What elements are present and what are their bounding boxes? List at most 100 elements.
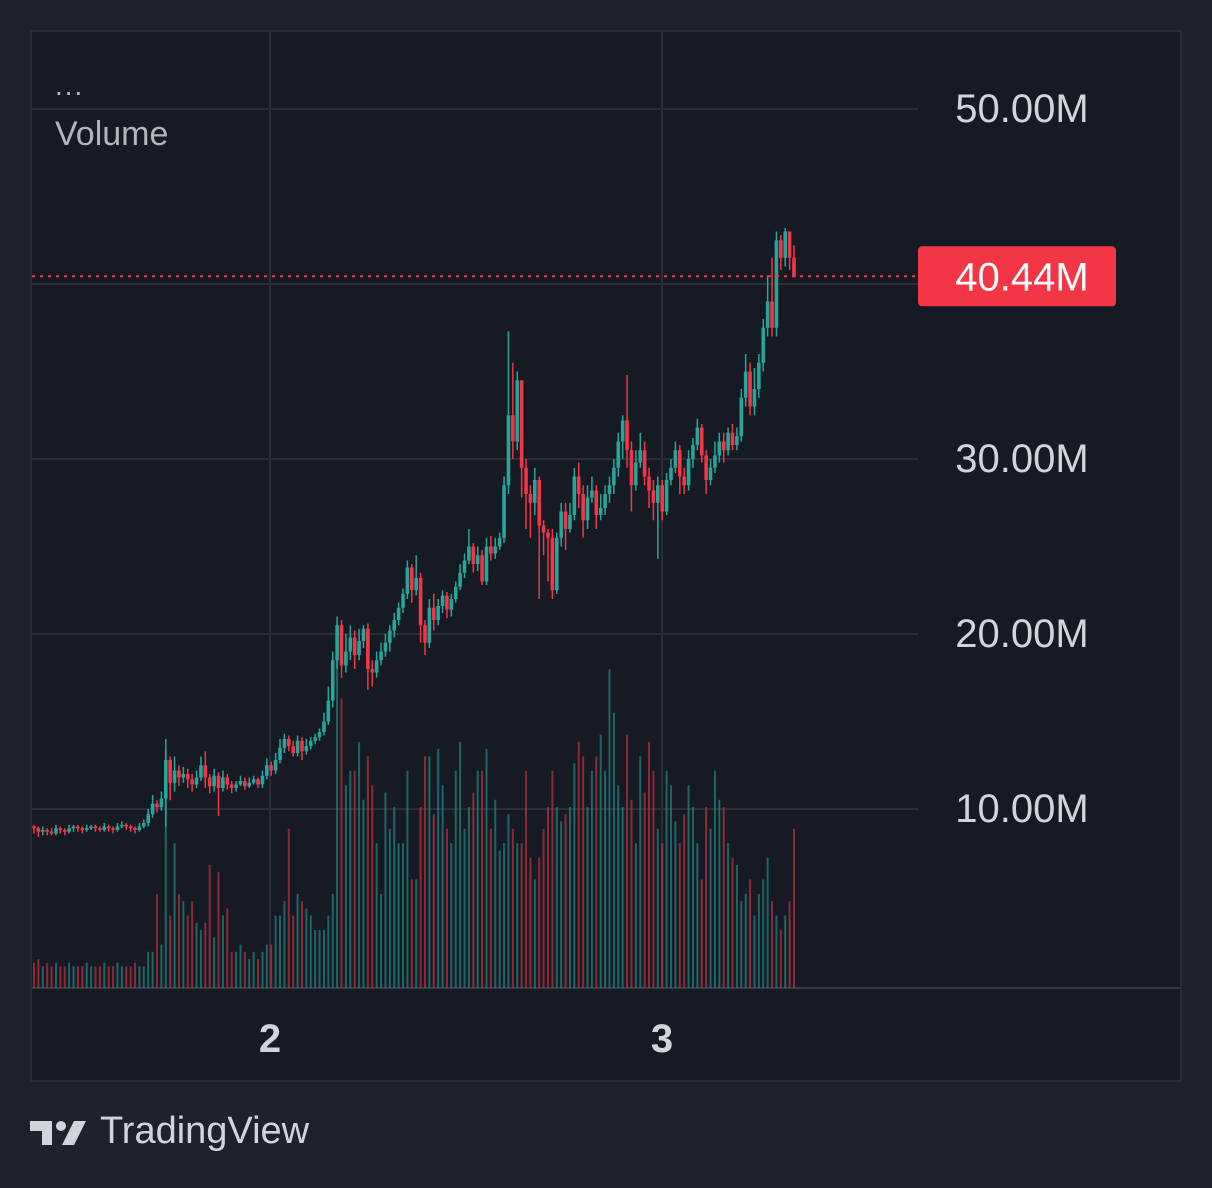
volume-bar — [441, 785, 444, 988]
volume-bar — [393, 807, 396, 988]
volume-bar — [125, 966, 128, 988]
candle-body — [664, 480, 669, 512]
volume-bar — [551, 770, 554, 988]
candle-body — [449, 599, 454, 610]
volume-bar — [713, 770, 716, 988]
volume-bar — [204, 922, 207, 988]
volume-bar — [142, 966, 145, 988]
candle-body — [273, 760, 278, 771]
candle-body — [686, 459, 691, 486]
volume-bar — [476, 770, 479, 988]
candle-body — [194, 777, 199, 785]
candle-body — [594, 490, 599, 515]
candle-body — [379, 651, 383, 661]
candle-body — [607, 485, 612, 494]
candle-body — [436, 606, 440, 620]
volume-bar — [555, 807, 558, 988]
volume-bar — [41, 966, 44, 988]
volume-bar — [410, 879, 413, 988]
tradingview-brand[interactable]: TradingView — [30, 1110, 309, 1153]
candle-body — [159, 798, 164, 808]
candle-body — [247, 782, 252, 787]
legend-menu-dots[interactable]: ... — [55, 70, 85, 101]
candle-body — [388, 630, 392, 643]
volume-bar — [683, 814, 686, 988]
candle-body — [120, 824, 124, 827]
candle-body — [229, 784, 234, 788]
volume-bar — [54, 962, 57, 988]
volume-bar — [353, 770, 356, 988]
volume-bar — [419, 807, 422, 988]
candle-body — [440, 595, 445, 606]
candle-body — [462, 560, 467, 573]
volume-bar — [568, 807, 571, 988]
volume-bar — [542, 828, 545, 988]
candle-body — [761, 327, 766, 363]
last-price-label: 40.44M — [955, 255, 1088, 299]
candle-body — [330, 660, 335, 701]
candle-body — [651, 490, 656, 503]
volume-bar — [98, 966, 101, 988]
volume-bar — [687, 785, 690, 988]
candle-body — [396, 607, 401, 620]
candle-body — [98, 828, 102, 830]
volume-bar — [661, 843, 664, 988]
volume-bar — [525, 770, 528, 988]
volume-bar — [226, 908, 229, 988]
candle-body — [638, 450, 643, 463]
candle-body — [677, 450, 682, 477]
volume-bar — [147, 951, 150, 988]
volume-bar — [138, 966, 141, 988]
volume-bar — [753, 915, 756, 988]
candle-body — [374, 660, 379, 673]
candle-body — [128, 826, 133, 829]
volume-bar — [437, 749, 440, 988]
volume-bar — [384, 792, 387, 988]
volume-bar — [406, 770, 409, 988]
candle-body — [475, 555, 480, 564]
candle-body — [401, 593, 405, 608]
volume-bar — [76, 966, 79, 988]
candle-body — [216, 775, 221, 788]
candle-body — [493, 546, 498, 554]
candle-body — [207, 777, 212, 787]
volume-bar — [621, 807, 624, 988]
volume-bar — [230, 951, 233, 988]
candle-body — [581, 494, 585, 521]
y-tick-label: 30.00M — [955, 437, 1088, 481]
volume-bar — [749, 879, 752, 988]
volume-bar — [503, 843, 506, 988]
candle-body — [765, 301, 770, 328]
volume-bar — [599, 734, 602, 988]
volume-bar — [221, 915, 224, 988]
candle-body — [383, 642, 388, 652]
candle-body — [124, 824, 129, 827]
candle-body — [787, 231, 792, 258]
candle-body — [625, 420, 629, 451]
volume-bar — [520, 843, 523, 988]
volume-bar — [652, 770, 655, 988]
volume-bar — [656, 828, 659, 988]
volume-bar — [463, 828, 466, 988]
candle-body — [585, 497, 590, 521]
volume-bar — [766, 857, 769, 988]
candle-body — [335, 625, 339, 661]
volume-bar — [182, 901, 185, 988]
candle-body — [656, 485, 660, 503]
candle-body — [256, 779, 260, 785]
volume-bar — [322, 930, 325, 988]
volume-bar — [560, 821, 563, 988]
candle-body — [58, 828, 63, 830]
candle-body — [54, 828, 58, 834]
candle-body — [221, 777, 225, 788]
candle-body — [225, 777, 230, 785]
candle-body — [115, 826, 120, 830]
volume-bar — [740, 901, 743, 988]
candle-body — [322, 721, 326, 732]
candle-body — [370, 669, 375, 673]
volume-bar — [177, 893, 180, 988]
volume-bar — [445, 828, 448, 988]
volume-bar — [669, 785, 672, 988]
candle-body — [550, 537, 555, 591]
